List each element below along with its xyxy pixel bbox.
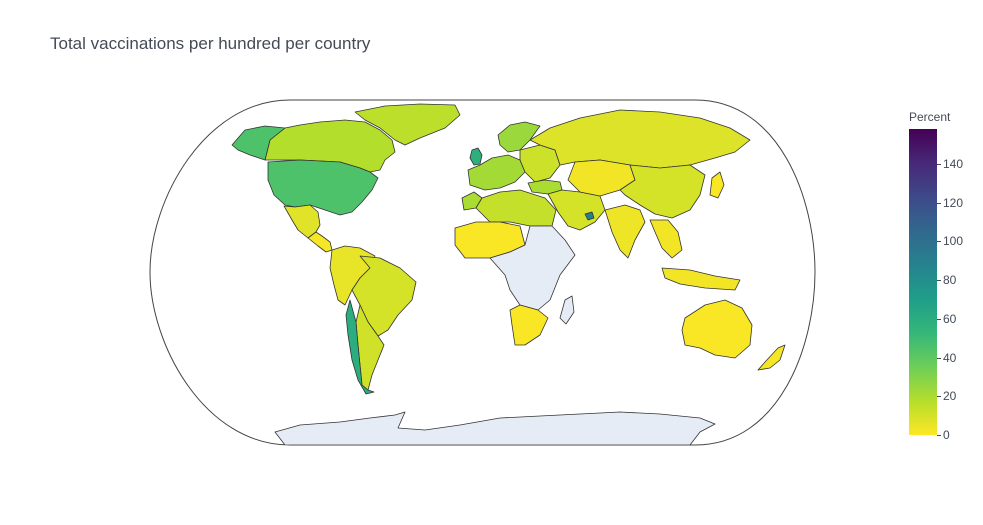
region-madagascar[interactable] xyxy=(559,295,575,325)
region-greenland[interactable] xyxy=(354,103,461,146)
region-brazil[interactable] xyxy=(351,255,417,337)
region-uk[interactable] xyxy=(469,147,483,166)
region-central-america[interactable] xyxy=(307,231,333,253)
colorbar-tick-mark xyxy=(937,396,941,398)
region-japan[interactable] xyxy=(709,171,725,199)
colorbar-tick-mark xyxy=(937,357,941,359)
region-antarctica[interactable] xyxy=(274,411,716,445)
region-southeast-asia[interactable] xyxy=(649,219,683,259)
region-chile[interactable] xyxy=(345,299,375,395)
colorbar-gradient xyxy=(909,129,937,435)
region-middle-east[interactable] xyxy=(547,189,606,231)
region-russia[interactable] xyxy=(529,109,751,169)
region-new-zealand[interactable] xyxy=(757,344,786,371)
region-australia[interactable] xyxy=(681,299,753,359)
region-north-africa[interactable] xyxy=(475,189,557,227)
colorbar-tick-mark xyxy=(937,318,941,320)
colorbar-tick-mark xyxy=(937,435,941,436)
colorbar-tick-label: 20 xyxy=(943,389,957,404)
region-usa[interactable] xyxy=(267,159,379,216)
colorbar-tick-mark xyxy=(937,241,941,243)
colorbar-title: Percent xyxy=(909,110,951,124)
region-south-africa[interactable] xyxy=(509,304,549,346)
colorbar-tick-mark xyxy=(937,163,941,165)
region-mexico[interactable] xyxy=(283,204,321,239)
colorbar-tick-mark xyxy=(937,280,941,282)
colorbar-tick-label: 80 xyxy=(943,273,957,288)
colorbar-tick-label: 140 xyxy=(943,156,964,171)
colorbar-tick-label: 120 xyxy=(943,195,964,210)
chart-title: Total vaccinations per hundred per count… xyxy=(50,34,371,53)
region-india[interactable] xyxy=(604,204,646,259)
colorbar-tick-label: 40 xyxy=(943,350,957,365)
colorbar-tick-label: 60 xyxy=(943,311,957,326)
colorbar-tick-label: 100 xyxy=(943,234,964,249)
region-alaska[interactable] xyxy=(231,125,286,161)
colorbar-tick-mark xyxy=(937,202,941,204)
region-uae[interactable] xyxy=(584,211,595,221)
region-central-africa[interactable] xyxy=(489,225,576,311)
colorbar-tick-label: 0 xyxy=(943,428,950,442)
region-indonesia[interactable] xyxy=(661,267,741,291)
region-china[interactable] xyxy=(619,164,706,219)
